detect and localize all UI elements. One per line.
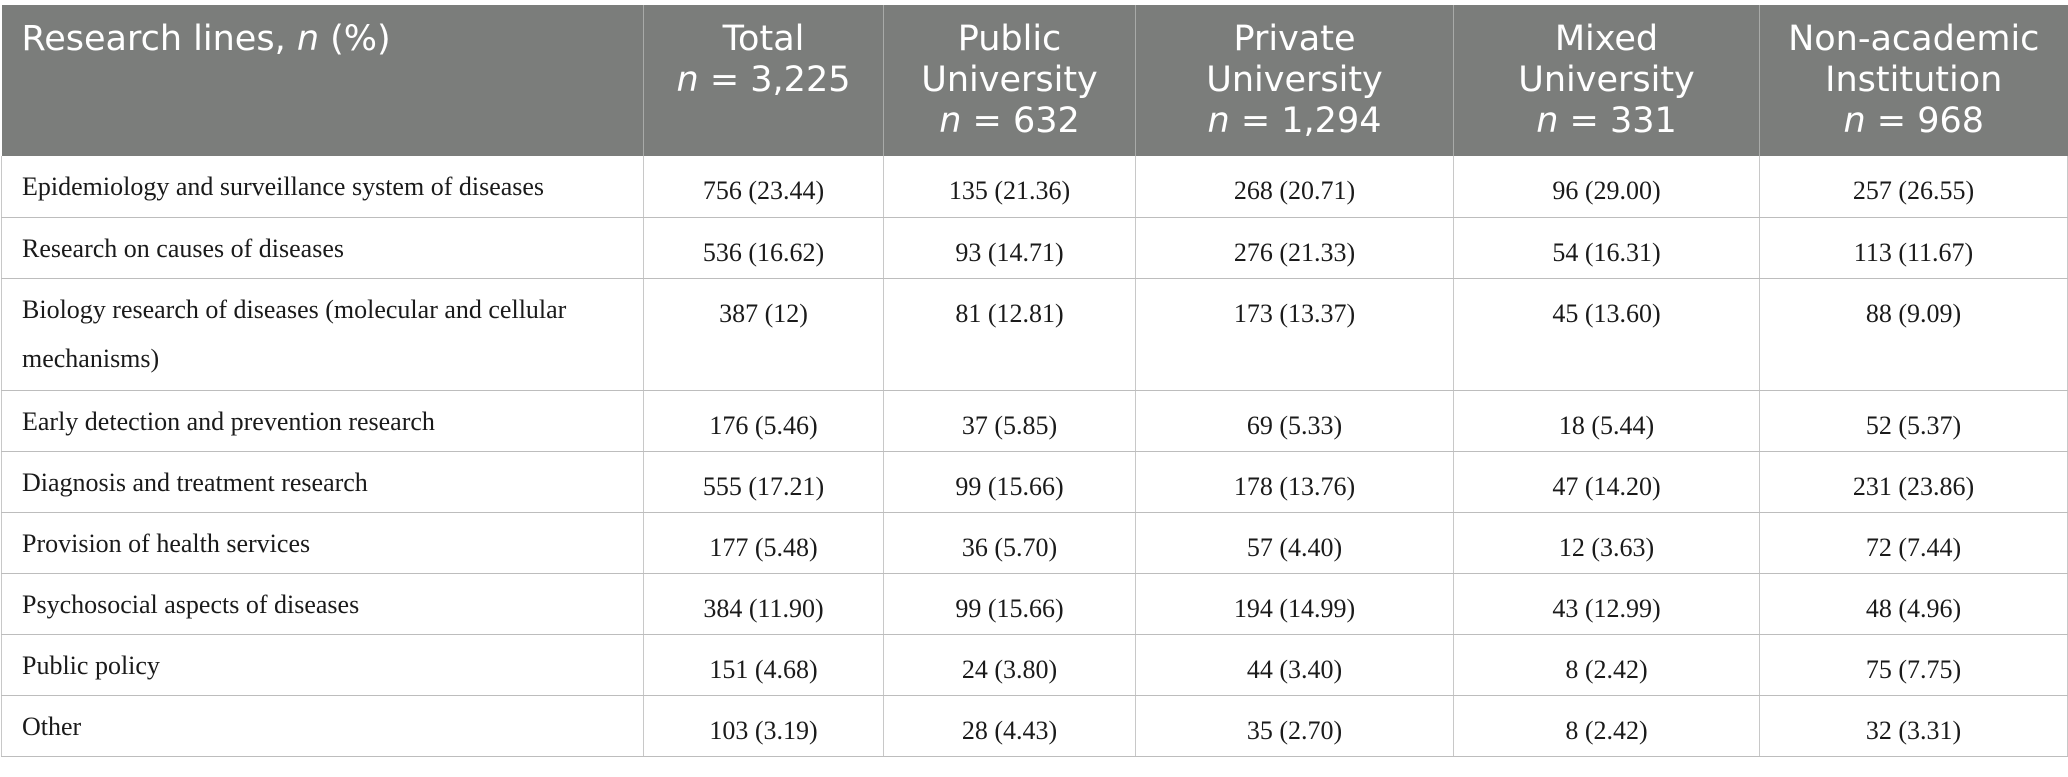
cell-mixed: 12 (3.63) (1453, 512, 1760, 574)
header-label-n: n (296, 19, 320, 59)
cell-private: 268 (20.71) (1135, 156, 1454, 218)
header-total: Total n = 3,225 (643, 5, 884, 156)
header-non-academic-institution: Non-academic Institution n = 968 (1759, 5, 2068, 156)
header-col-n: n = 3,225 (676, 60, 851, 100)
row-label: Other (1, 695, 644, 757)
table-row: Biology research of diseases (molecular … (1, 278, 2068, 391)
cell-non-academic: 32 (3.31) (1759, 695, 2068, 757)
cell-total: 176 (5.46) (643, 390, 884, 452)
cell-non-academic: 75 (7.75) (1759, 634, 2068, 696)
cell-non-academic: 231 (23.86) (1759, 451, 2068, 513)
table-row: Public policy 151 (4.68) 24 (3.80) 44 (3… (1, 634, 2068, 696)
header-label-prefix: Research lines, (21, 19, 297, 59)
cell-total: 177 (5.48) (643, 512, 884, 574)
cell-mixed: 96 (29.00) (1453, 156, 1760, 218)
table-header: Research lines, n (%) Total n = 3,225 Pu… (1, 5, 2068, 156)
cell-total: 384 (11.90) (643, 573, 884, 635)
cell-private: 178 (13.76) (1135, 451, 1454, 513)
header-col-line1: Mixed (1554, 19, 1659, 59)
cell-non-academic: 52 (5.37) (1759, 390, 2068, 452)
header-col-n: n = 1,294 (1207, 101, 1382, 141)
table-row: Other 103 (3.19) 28 (4.43) 35 (2.70) 8 (… (1, 695, 2068, 757)
header-col-line1: Total (722, 19, 805, 59)
cell-private: 44 (3.40) (1135, 634, 1454, 696)
cell-mixed: 8 (2.42) (1453, 634, 1760, 696)
cell-public: 93 (14.71) (883, 217, 1136, 279)
table-row: Provision of health services 177 (5.48) … (1, 512, 2068, 574)
cell-total: 756 (23.44) (643, 156, 884, 218)
cell-total: 387 (12) (643, 278, 884, 391)
header-col-n: n = 632 (939, 101, 1080, 141)
cell-private: 35 (2.70) (1135, 695, 1454, 757)
cell-non-academic: 88 (9.09) (1759, 278, 2068, 391)
cell-private: 69 (5.33) (1135, 390, 1454, 452)
header-private-university: Private University n = 1,294 (1135, 5, 1454, 156)
header-col-line1: Private (1233, 19, 1356, 59)
header-col-line1: Non-academic (1788, 19, 2040, 59)
cell-non-academic: 72 (7.44) (1759, 512, 2068, 574)
cell-public: 99 (15.66) (883, 451, 1136, 513)
row-label: Diagnosis and treatment research (1, 451, 644, 513)
table-body: Epidemiology and surveillance system of … (1, 156, 2068, 757)
cell-total: 151 (4.68) (643, 634, 884, 696)
cell-public: 28 (4.43) (883, 695, 1136, 757)
cell-mixed: 8 (2.42) (1453, 695, 1760, 757)
cell-private: 276 (21.33) (1135, 217, 1454, 279)
cell-total: 536 (16.62) (643, 217, 884, 279)
header-col-line2: University (921, 60, 1098, 100)
header-col-line1: Public (957, 19, 1062, 59)
table-row: Early detection and prevention research … (1, 390, 2068, 452)
cell-non-academic: 257 (26.55) (1759, 156, 2068, 218)
header-col-n: n = 968 (1843, 101, 1985, 141)
cell-mixed: 54 (16.31) (1453, 217, 1760, 279)
header-col-line2: Institution (1825, 60, 2003, 100)
row-label: Research on causes of diseases (1, 217, 644, 279)
table-row: Research on causes of diseases 536 (16.6… (1, 217, 2068, 279)
research-lines-table: Research lines, n (%) Total n = 3,225 Pu… (1, 5, 2068, 757)
row-label: Public policy (1, 634, 644, 696)
cell-mixed: 43 (12.99) (1453, 573, 1760, 635)
cell-public: 135 (21.36) (883, 156, 1136, 218)
cell-public: 81 (12.81) (883, 278, 1136, 391)
cell-public: 36 (5.70) (883, 512, 1136, 574)
cell-private: 57 (4.40) (1135, 512, 1454, 574)
header-col-n: n = 331 (1536, 101, 1677, 141)
cell-mixed: 18 (5.44) (1453, 390, 1760, 452)
table-row: Diagnosis and treatment research 555 (17… (1, 451, 2068, 513)
cell-total: 555 (17.21) (643, 451, 884, 513)
cell-mixed: 45 (13.60) (1453, 278, 1760, 391)
cell-public: 37 (5.85) (883, 390, 1136, 452)
cell-public: 99 (15.66) (883, 573, 1136, 635)
row-label: Early detection and prevention research (1, 390, 644, 452)
cell-public: 24 (3.80) (883, 634, 1136, 696)
row-label: Provision of health services (1, 512, 644, 574)
cell-non-academic: 48 (4.96) (1759, 573, 2068, 635)
header-row: Research lines, n (%) Total n = 3,225 Pu… (1, 5, 2068, 156)
cell-non-academic: 113 (11.67) (1759, 217, 2068, 279)
cell-total: 103 (3.19) (643, 695, 884, 757)
cell-private: 173 (13.37) (1135, 278, 1454, 391)
header-col-line2: University (1206, 60, 1383, 100)
header-mixed-university: Mixed University n = 331 (1453, 5, 1760, 156)
header-research-lines: Research lines, n (%) (1, 5, 644, 156)
header-col-line2: University (1518, 60, 1695, 100)
row-label: Biology research of diseases (molecular … (1, 278, 644, 391)
table-row: Epidemiology and surveillance system of … (1, 156, 2068, 218)
cell-private: 194 (14.99) (1135, 573, 1454, 635)
row-label: Psychosocial aspects of diseases (1, 573, 644, 635)
header-label-suffix: (%) (319, 19, 391, 59)
header-public-university: Public University n = 632 (883, 5, 1136, 156)
cell-mixed: 47 (14.20) (1453, 451, 1760, 513)
research-lines-table-container: Research lines, n (%) Total n = 3,225 Pu… (1, 5, 2068, 757)
row-label: Epidemiology and surveillance system of … (1, 156, 644, 218)
table-row: Psychosocial aspects of diseases 384 (11… (1, 573, 2068, 635)
